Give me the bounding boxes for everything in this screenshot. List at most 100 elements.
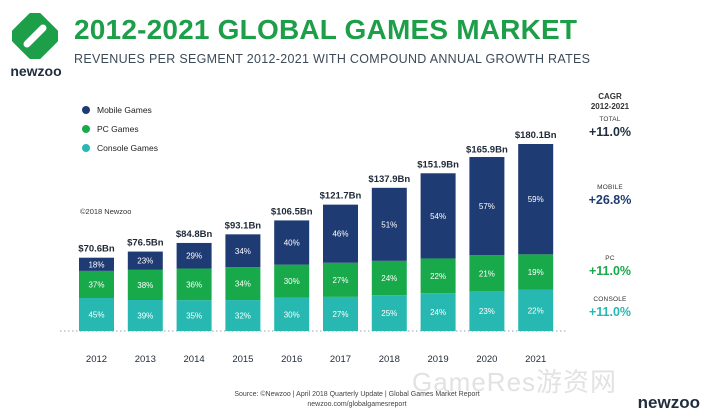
bar-label-pc-2013: 38% xyxy=(137,281,153,290)
cagr-heading-line1: CAGR xyxy=(598,92,622,101)
bar-pc-2012 xyxy=(79,270,114,299)
bar-label-mobile-2021: 59% xyxy=(528,195,544,204)
chart-legend: Mobile Games PC Games Console Games xyxy=(82,101,158,158)
total-label-2016: $106.5Bn xyxy=(271,206,313,217)
source-line-1: Source: ©Newzoo | April 2018 Quarterly U… xyxy=(234,391,480,398)
bar-label-mobile-2018: 51% xyxy=(381,220,397,229)
bar-label-console-2021: 22% xyxy=(528,306,544,315)
bar-mobile-2015 xyxy=(225,234,261,268)
legend-label-mobile: Mobile Games xyxy=(97,105,152,115)
footer-brand: newzoo xyxy=(637,393,700,412)
cagr-pc: PC +11.0% xyxy=(581,255,639,278)
bar-label-console-2019: 24% xyxy=(430,308,446,317)
cagr-pc-label: PC xyxy=(605,255,615,262)
bar-console-2020 xyxy=(469,291,505,331)
bar-label-console-2015: 32% xyxy=(235,312,251,321)
legend-label-pc: PC Games xyxy=(97,124,139,134)
newzoo-logo-mark xyxy=(12,13,58,59)
x-tick-label-2020: 2020 xyxy=(476,354,497,365)
x-tick-label-2013: 2013 xyxy=(135,354,156,365)
bar-pc-2014 xyxy=(176,268,212,301)
brand-name: newzoo xyxy=(10,63,62,79)
bar-label-console-2018: 25% xyxy=(381,309,397,318)
watermark: GameRes游资网 xyxy=(412,367,618,397)
bar-console-2013 xyxy=(127,300,163,331)
bar-label-pc-2016: 30% xyxy=(284,277,300,286)
bar-mobile-2017 xyxy=(323,204,358,263)
bar-console-2014 xyxy=(176,300,212,331)
bar-label-mobile-2013: 23% xyxy=(137,257,153,266)
x-tick-label-2018: 2018 xyxy=(379,354,400,365)
copyright-note: ©2018 Newzoo xyxy=(80,207,132,216)
bar-label-pc-2019: 22% xyxy=(430,272,446,281)
bar-pc-2016 xyxy=(274,264,310,298)
bar-label-pc-2015: 34% xyxy=(235,280,251,289)
cagr-console-value: +11.0% xyxy=(588,305,632,319)
bar-pc-2013 xyxy=(127,269,163,301)
bar-label-console-2020: 23% xyxy=(479,307,495,316)
bar-mobile-2014 xyxy=(176,242,212,269)
total-label-2017: $121.7Bn xyxy=(320,191,362,202)
bar-console-2012 xyxy=(79,298,114,331)
page-title: 2012-2021 GLOBAL GAMES MARKET xyxy=(74,14,578,45)
cagr-total-label: TOTAL xyxy=(599,116,621,123)
legend-swatch-mobile xyxy=(82,106,90,114)
bar-label-pc-2012: 37% xyxy=(88,280,104,289)
bar-label-console-2014: 35% xyxy=(186,312,202,321)
bar-label-pc-2014: 36% xyxy=(186,280,202,289)
cagr-heading: CAGR 2012-2021 xyxy=(581,92,639,112)
bar-label-mobile-2012: 18% xyxy=(88,260,104,269)
x-tick-label-2015: 2015 xyxy=(232,354,253,365)
total-label-2015: $93.1Bn xyxy=(225,220,262,231)
page-subtitle: REVENUES PER SEGMENT 2012-2021 WITH COMP… xyxy=(74,52,591,66)
legend-label-console: Console Games xyxy=(97,143,158,153)
total-label-2014: $84.8Bn xyxy=(176,229,213,240)
cagr-pc-value: +11.0% xyxy=(588,264,632,278)
cagr-total: TOTAL +11.0% xyxy=(581,116,639,139)
bar-pc-2017 xyxy=(323,262,358,297)
bar-pc-2020 xyxy=(469,255,505,292)
bar-label-mobile-2015: 34% xyxy=(235,247,251,256)
legend-swatch-console xyxy=(82,144,90,152)
x-tick-label-2016: 2016 xyxy=(281,354,302,365)
bar-label-mobile-2014: 29% xyxy=(186,252,202,261)
x-tick-label-2021: 2021 xyxy=(525,354,546,365)
bar-label-console-2016: 30% xyxy=(284,310,300,319)
x-tick-label-2019: 2019 xyxy=(428,354,449,365)
cagr-mobile-label: MOBILE xyxy=(597,184,623,191)
bar-label-pc-2018: 24% xyxy=(381,274,397,283)
bar-mobile-2018 xyxy=(371,187,407,261)
bar-pc-2021 xyxy=(518,254,554,290)
total-label-2012: $70.6Bn xyxy=(78,244,115,255)
cagr-mobile-value: +26.8% xyxy=(588,193,632,207)
total-label-2020: $165.9Bn xyxy=(466,145,508,156)
legend-item-pc: PC Games xyxy=(82,120,158,138)
bar-label-mobile-2019: 54% xyxy=(430,212,446,221)
x-tick-label-2014: 2014 xyxy=(184,354,205,365)
bar-mobile-2012 xyxy=(79,257,114,271)
bar-pc-2019 xyxy=(420,258,456,294)
legend-item-console: Console Games xyxy=(82,139,158,157)
total-label-2021: $180.1Bn xyxy=(515,130,557,141)
bar-mobile-2013 xyxy=(127,251,163,270)
bar-mobile-2016 xyxy=(274,220,310,265)
bar-console-2015 xyxy=(225,300,261,331)
bar-console-2019 xyxy=(420,293,456,331)
bar-label-pc-2021: 19% xyxy=(528,268,544,277)
bar-mobile-2019 xyxy=(420,173,456,259)
bar-pc-2018 xyxy=(371,260,407,296)
bar-pc-2015 xyxy=(225,267,261,301)
total-label-2019: $151.9Bn xyxy=(417,159,459,170)
legend-item-mobile: Mobile Games xyxy=(82,101,158,119)
bar-label-console-2017: 27% xyxy=(332,310,348,319)
bar-label-mobile-2020: 57% xyxy=(479,202,495,211)
bar-mobile-2020 xyxy=(469,157,505,256)
source-note: Source: ©Newzoo | April 2018 Quarterly U… xyxy=(0,390,714,410)
bar-label-console-2012: 45% xyxy=(88,311,104,320)
total-label-2018: $137.9Bn xyxy=(368,174,410,185)
bar-label-console-2013: 39% xyxy=(137,312,153,321)
cagr-total-value: +11.0% xyxy=(588,125,632,139)
bar-label-pc-2017: 27% xyxy=(332,276,348,285)
bar-console-2017 xyxy=(323,296,358,331)
